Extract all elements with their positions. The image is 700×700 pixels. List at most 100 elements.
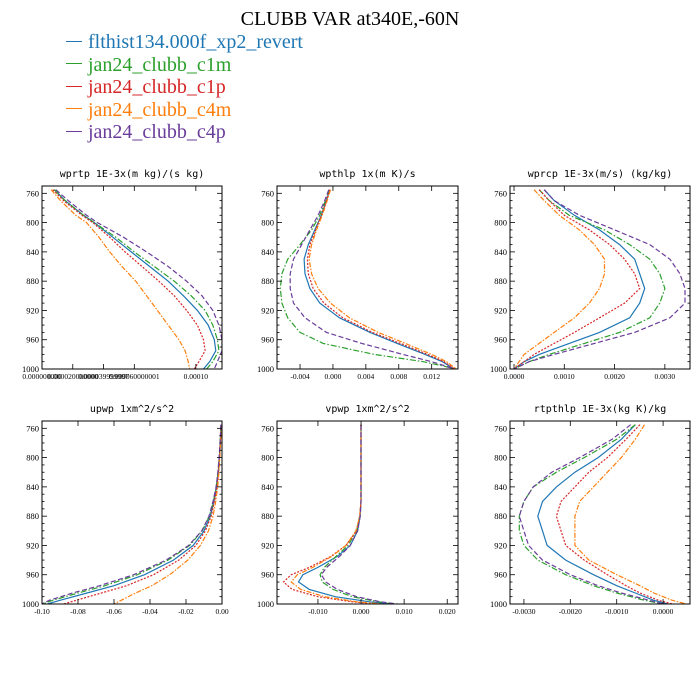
y-tick-label: 880	[494, 276, 507, 286]
chart-legend: flthist134.000f_xp2_revert jan24_clubb_c…	[66, 31, 303, 144]
x-tick-label: -0.04	[142, 607, 158, 616]
legend-item: jan24_clubb_c4m	[66, 99, 303, 122]
y-tick-label: 880	[494, 511, 507, 521]
x-tick-label: 0.000039999997	[78, 372, 129, 381]
x-tick-label: 0.004	[357, 372, 374, 381]
y-tick-label: 880	[261, 276, 274, 286]
legend-swatch	[66, 40, 82, 42]
plot-frame	[509, 420, 691, 605]
series-line	[513, 189, 686, 369]
plot-frame	[509, 185, 691, 370]
legend-swatch	[66, 108, 82, 110]
series-line	[320, 424, 398, 604]
legend-swatch	[66, 85, 82, 87]
y-tick-label: 880	[26, 276, 39, 286]
y-tick-label: 1000	[490, 364, 507, 374]
panel-title: wpthlp 1x(m K)/s	[319, 169, 415, 180]
panel-title: vpwp 1xm^2/s^2	[325, 404, 409, 415]
y-tick-label: 960	[494, 335, 507, 345]
series-line	[555, 424, 673, 604]
legend-item: jan24_clubb_c4p	[66, 121, 303, 144]
x-tick-label: 0.00010	[184, 372, 209, 381]
series-line	[113, 424, 222, 604]
series-line	[308, 189, 457, 369]
x-tick-label: 0.00	[215, 607, 228, 616]
x-tick-label: -0.0030	[512, 607, 535, 616]
legend-item: jan24_clubb_c1p	[66, 76, 303, 99]
x-tick-label: 0.0000	[653, 607, 674, 616]
x-tick-label: 0.0020	[604, 372, 625, 381]
y-tick-label: 960	[26, 335, 39, 345]
legend-swatch	[66, 63, 82, 65]
y-tick-label: 920	[494, 540, 507, 550]
panel-title: wprcp 1E-3x(m/s) (kg/kg)	[528, 169, 673, 180]
plot-frame	[41, 185, 223, 370]
profile-panel: wprcp 1E-3x(m/s) (kg/kg) 760 800 840 880 920 9…	[490, 169, 691, 381]
y-tick-label: 840	[494, 247, 507, 257]
x-tick-label: 0.012	[423, 372, 440, 381]
profile-panel: vpwp 1xm^2/s^2 760 800 840 880 920 960 1000 -0.0…	[257, 404, 459, 616]
y-tick-label: 760	[26, 423, 39, 433]
y-tick-label: 920	[494, 305, 507, 315]
x-tick-label: 0.010	[396, 607, 413, 616]
series-line	[513, 189, 646, 369]
legend-item: flthist134.000f_xp2_revert	[66, 31, 303, 54]
series-line	[297, 424, 392, 604]
y-tick-label: 920	[26, 305, 39, 315]
series-line	[50, 189, 191, 369]
series-line	[537, 424, 668, 604]
series-line	[513, 189, 606, 369]
legend-label: jan24_clubb_c1p	[88, 76, 226, 98]
series-line	[42, 424, 222, 604]
series-line	[52, 189, 206, 369]
x-tick-label: 0.0030	[655, 372, 676, 381]
y-tick-label: 920	[261, 305, 274, 315]
y-tick-label: 1000	[257, 364, 274, 374]
y-tick-label: 760	[494, 423, 507, 433]
series-line	[518, 424, 664, 604]
panel-title: wprtp 1E-3x(m kg)/(s kg)	[60, 169, 205, 180]
x-tick-label: -0.0010	[605, 607, 628, 616]
y-tick-label: 760	[494, 188, 507, 198]
x-tick-label: 0.0010	[554, 372, 575, 381]
y-tick-label: 840	[261, 247, 274, 257]
series-line	[279, 189, 457, 369]
x-tick-label: -0.004	[290, 372, 310, 381]
x-tick-label: 0.020	[439, 607, 456, 616]
profile-panel: wprtp 1E-3x(m kg)/(s kg) 760 800 840 880 920 9…	[22, 169, 223, 381]
series-line	[42, 424, 222, 604]
legend-swatch	[66, 130, 82, 132]
y-tick-label: 760	[261, 188, 274, 198]
legend-label: jan24_clubb_c4m	[88, 98, 232, 121]
series-line	[290, 424, 383, 604]
x-tick-label: 0.000020000000	[47, 372, 98, 381]
legend-label: flthist134.000f_xp2_revert	[88, 31, 303, 53]
series-line	[319, 424, 396, 604]
x-tick-label: -0.0020	[559, 607, 582, 616]
series-line	[518, 424, 664, 604]
profile-panel: wpthlp 1x(m K)/s 760 800 840 880 920 960 1000 -0…	[257, 169, 459, 381]
y-tick-label: 840	[494, 482, 507, 492]
y-tick-label: 800	[261, 453, 274, 463]
y-tick-label: 800	[26, 218, 39, 228]
y-tick-label: 840	[261, 482, 274, 492]
x-tick-label: 0.0000	[504, 372, 525, 381]
y-tick-label: 1000	[490, 599, 507, 609]
x-tick-label: -0.02	[178, 607, 194, 616]
y-tick-label: 960	[261, 570, 274, 580]
y-tick-label: 760	[26, 188, 39, 198]
profile-panel: rtpthlp 1E-3x(kg K)/kg 760 800 840 880 920 960…	[490, 404, 691, 616]
y-tick-label: 920	[261, 540, 274, 550]
x-tick-label: 0.000	[353, 607, 370, 616]
x-tick-label: -0.06	[106, 607, 122, 616]
y-tick-label: 960	[26, 570, 39, 580]
y-tick-label: 800	[494, 453, 507, 463]
y-tick-label: 1000	[22, 599, 39, 609]
series-line	[574, 424, 687, 604]
legend-label: jan24_clubb_c4p	[88, 121, 226, 143]
series-line	[47, 424, 222, 604]
y-tick-label: 960	[494, 570, 507, 580]
x-tick-label: 0.008	[390, 372, 407, 381]
y-tick-label: 1000	[257, 599, 274, 609]
series-line	[513, 189, 666, 369]
